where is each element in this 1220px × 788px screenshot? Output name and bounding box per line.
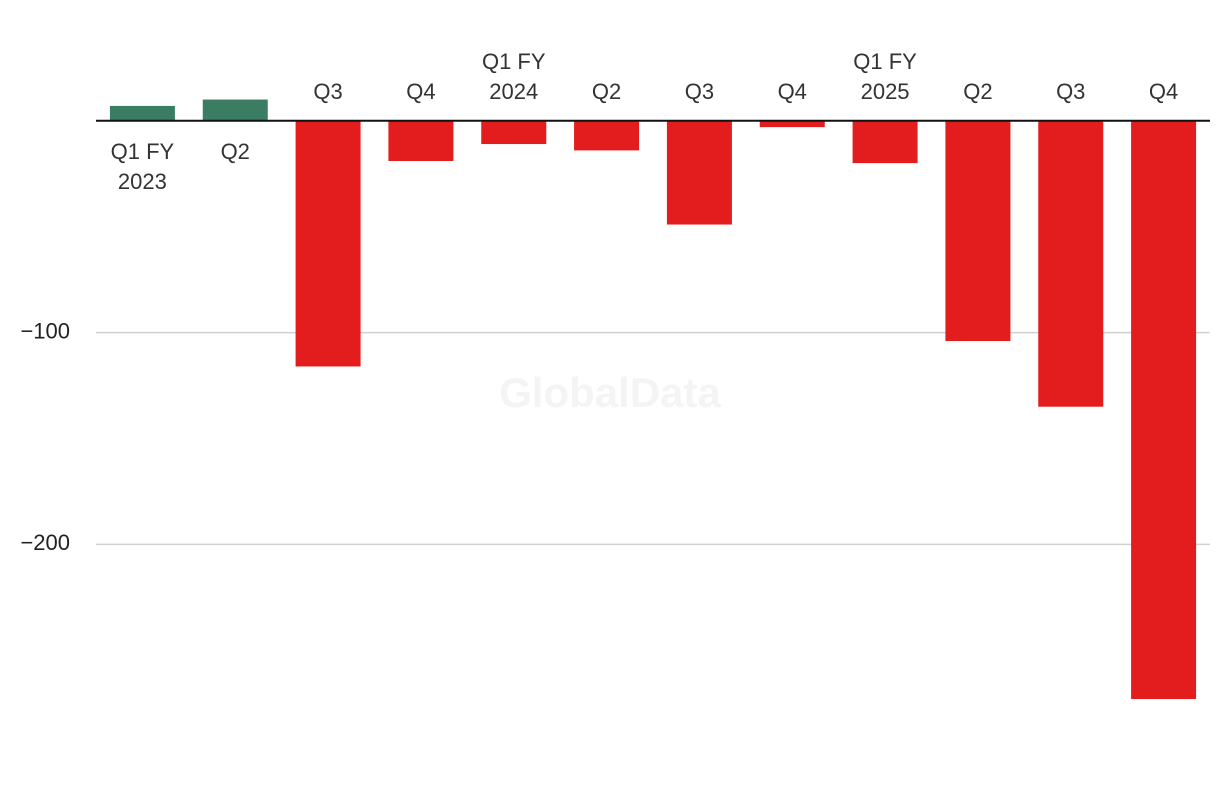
y-tick-label: −100 xyxy=(20,318,70,343)
x-tick-label: Q4 xyxy=(406,78,436,104)
bar xyxy=(574,120,640,151)
x-tick-label: Q4 xyxy=(1148,78,1179,104)
x-tick-label: Q3 xyxy=(313,78,343,104)
x-tick-label: Q1 FY 2024 xyxy=(481,48,546,104)
x-tick-label: Q3 xyxy=(684,78,715,104)
bar xyxy=(1131,120,1197,700)
x-tick-label: Q3 xyxy=(1056,78,1086,104)
bar xyxy=(295,120,361,367)
bar xyxy=(666,120,732,225)
x-tick-label: Q2 xyxy=(591,78,622,104)
bar xyxy=(1038,120,1104,407)
bar xyxy=(109,105,175,121)
x-tick-label: Q4 xyxy=(777,78,807,104)
x-tick-label: Q2 xyxy=(963,78,993,104)
watermark: GlobalData xyxy=(499,369,721,416)
x-tick-label: Q1 FY 2025 xyxy=(853,48,917,104)
y-tick-label: −200 xyxy=(20,530,70,555)
bar xyxy=(388,120,454,161)
bar xyxy=(852,120,918,164)
x-tick-label: Q2 xyxy=(220,138,250,164)
bar xyxy=(759,120,825,128)
bar xyxy=(202,99,268,121)
x-tick-label: Q1 FY 2023 xyxy=(110,138,175,194)
bar xyxy=(945,120,1011,342)
bar xyxy=(481,120,547,145)
